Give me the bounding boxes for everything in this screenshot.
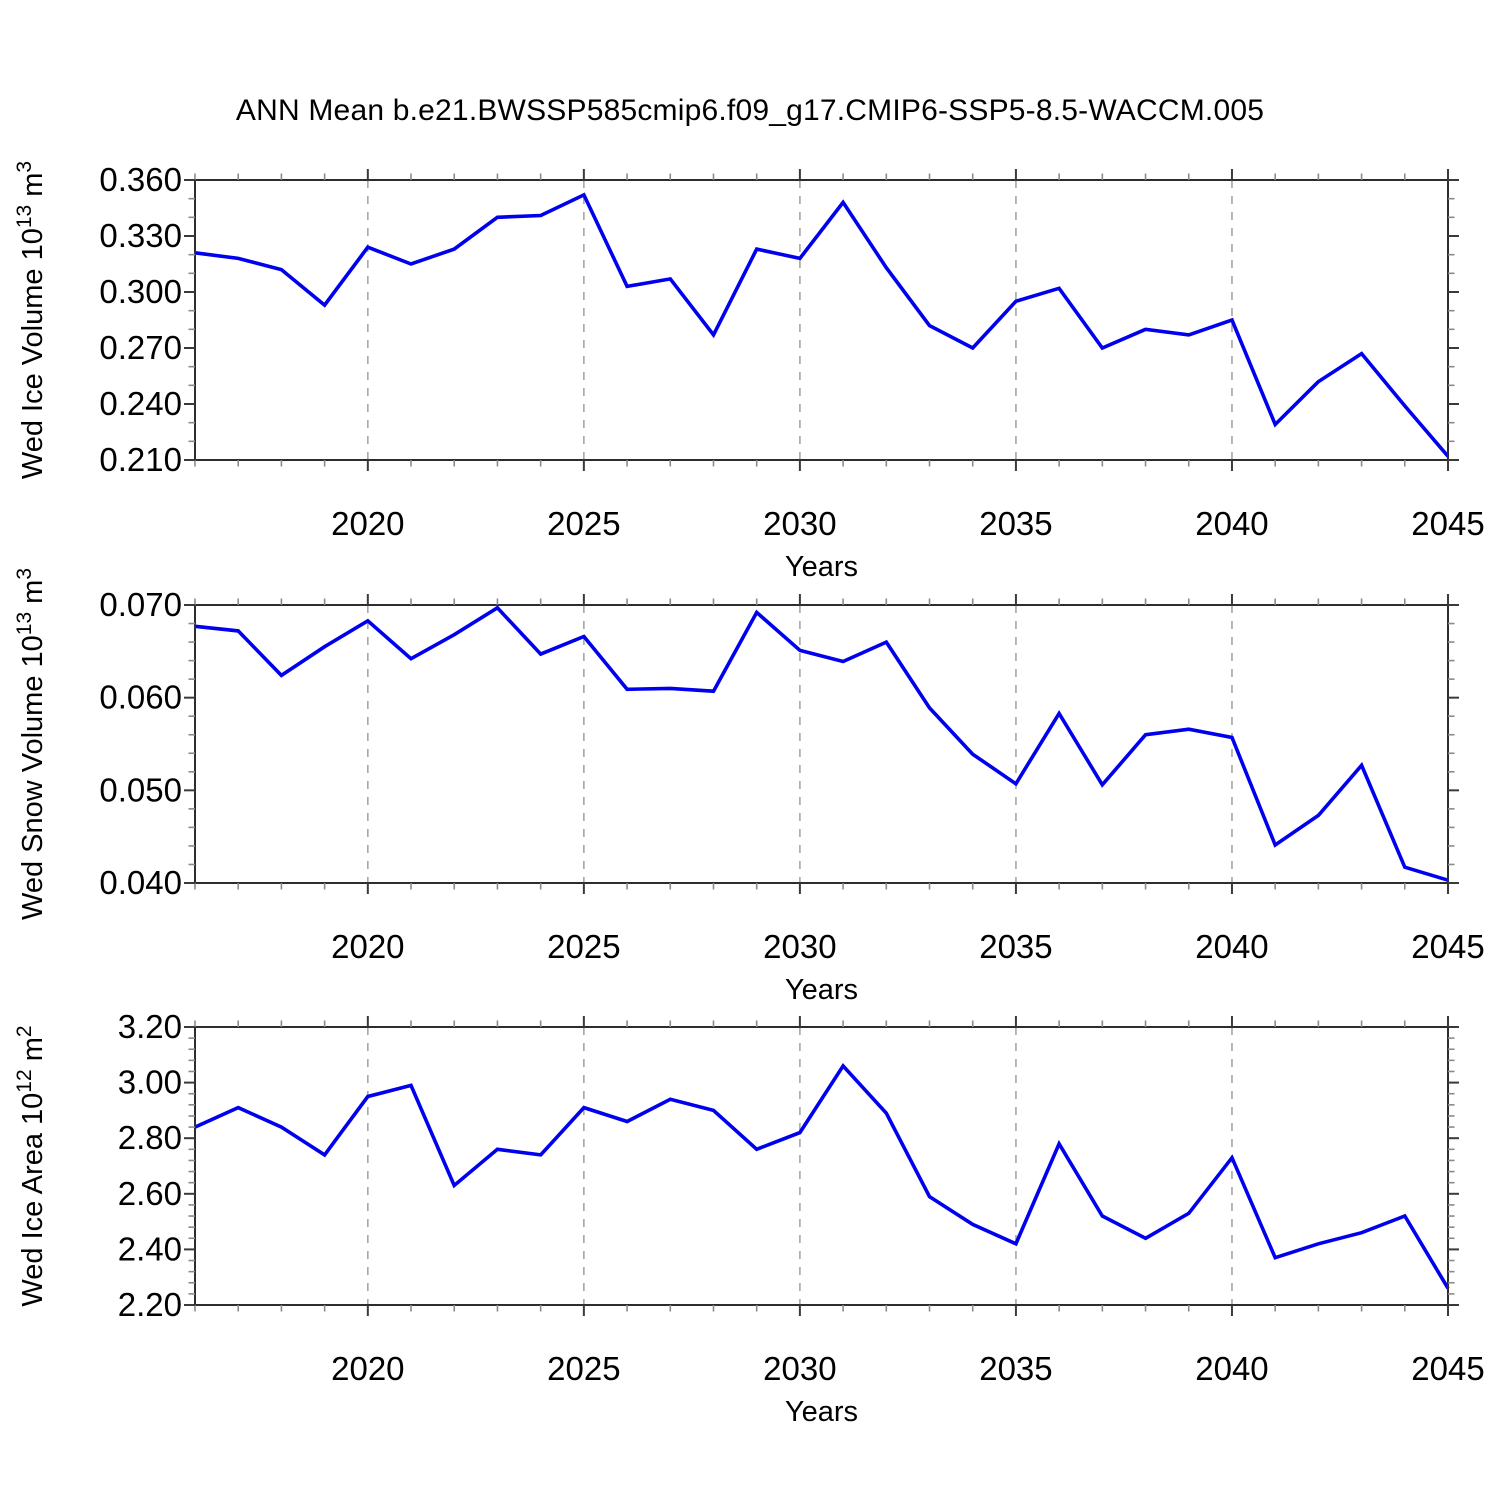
x-tick-label: 2045 [1411,505,1484,542]
y-tick-label: 0.360 [99,161,182,198]
x-tick-label: 2040 [1195,505,1268,542]
y-tick-label: 0.330 [99,217,182,254]
y-axis-label: Wed Ice Volume 1013 m3 [13,161,49,479]
y-tick-label: 2.40 [118,1230,182,1267]
y-tick-label: 0.240 [99,385,182,422]
x-tick-label: 2020 [331,505,404,542]
x-tick-label: 2045 [1411,1350,1484,1387]
x-tick-label: 2030 [763,505,836,542]
x-tick-label: 2030 [763,1350,836,1387]
x-tick-label: 2035 [979,928,1052,965]
y-tick-label: 3.00 [118,1064,182,1101]
x-tick-label: 2045 [1411,928,1484,965]
plot-frame [194,179,1449,461]
x-tick-label: 2025 [547,505,620,542]
wed-snow-volume-line [194,605,1449,882]
plot-frame [194,1026,1449,1306]
y-tick-label: 0.210 [99,441,182,478]
chart-title: ANN Mean b.e21.BWSSP585cmip6.f09_g17.CMI… [235,94,1265,127]
y-tick-label: 2.20 [118,1286,182,1323]
panel-wed-ice-volume: 0.360 0.330 0.300 0.270 0.240 0.210 2020 2025 20… [13,161,1485,583]
y-tick-label: 0.040 [99,864,182,901]
x-tick-label: 2040 [1195,928,1268,965]
x-tick-label: 2020 [331,928,404,965]
wed-ice-volume-line [194,192,1450,458]
x-tick-label: 2030 [763,928,836,965]
x-axis-label: Years [785,974,858,1006]
x-axis-label: Years [785,551,858,583]
y-tick-label: 0.300 [99,273,182,310]
y-tick-label: 3.20 [118,1008,182,1045]
x-tick-label: 2035 [979,505,1052,542]
y-tick-label: 0.060 [99,679,182,716]
y-tick-label: 0.050 [99,771,182,808]
y-tick-label: 0.270 [99,329,182,366]
panel-wed-ice-area: 3.20 3.00 2.80 2.60 2.40 2.20 2020 2025 2030 2035… [13,1008,1485,1428]
y-axis-label: Wed Snow Volume 1013 m3 [13,568,49,920]
plot-frame [194,604,1449,884]
y-tick-label: 2.80 [118,1119,182,1156]
x-tick-label: 2020 [331,1350,404,1387]
x-tick-label: 2035 [979,1350,1052,1387]
x-tick-label: 2025 [547,1350,620,1387]
wed-ice-area-line [194,1062,1450,1290]
y-tick-label: 0.070 [99,586,182,623]
x-tick-label: 2025 [547,928,620,965]
y-axis-label: Wed Ice Area 1012 m2 [13,1025,49,1306]
x-tick-label: 2040 [1195,1350,1268,1387]
panel-wed-snow-volume: 0.070 0.060 0.050 0.040 2020 2025 2030 2035 2040… [13,568,1485,1006]
y-tick-label: 2.60 [118,1175,182,1212]
x-axis-label: Years [785,1396,858,1428]
